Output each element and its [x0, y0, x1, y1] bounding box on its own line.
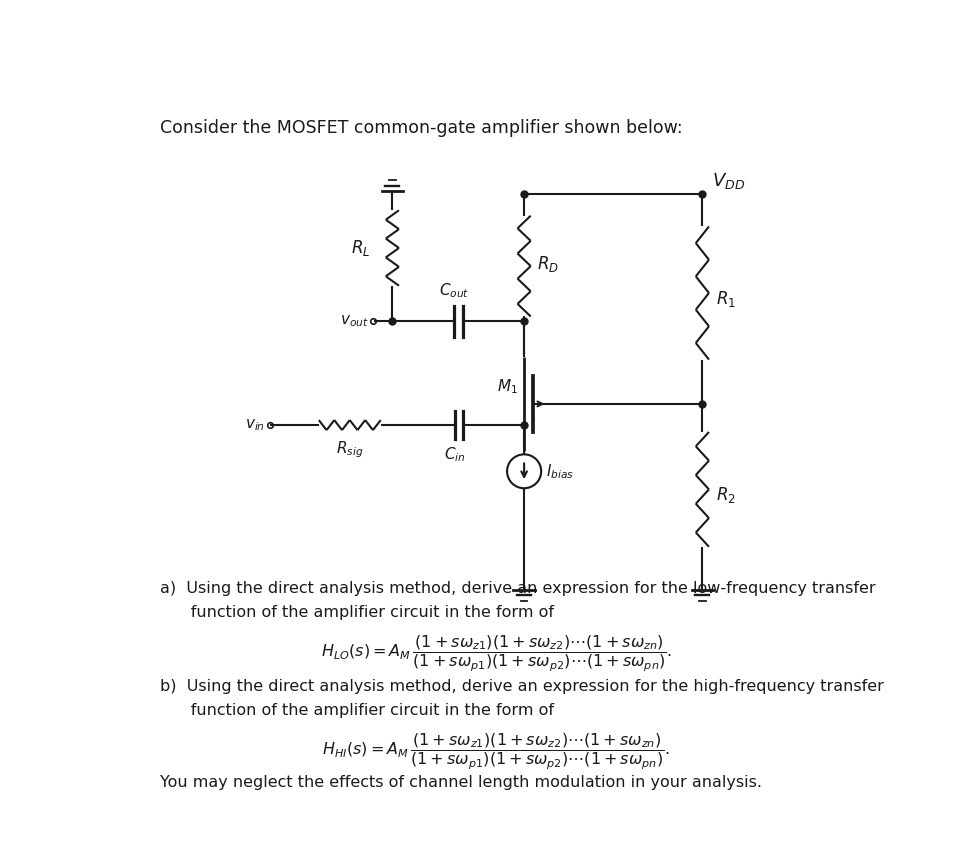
- Text: $R_1$: $R_1$: [715, 288, 735, 309]
- Text: $V_{DD}$: $V_{DD}$: [711, 171, 745, 191]
- Text: $v_{in}$: $v_{in}$: [245, 417, 266, 433]
- Text: $R_L$: $R_L$: [352, 238, 371, 258]
- Text: $C_{out}$: $C_{out}$: [439, 281, 470, 299]
- Text: $R_{sig}$: $R_{sig}$: [336, 439, 363, 459]
- Text: $H_{LO}(s) = A_M\,\dfrac{(1+s\omega_{z1})(1+s\omega_{z2})\cdots(1+s\omega_{zn})}: $H_{LO}(s) = A_M\,\dfrac{(1+s\omega_{z1}…: [321, 633, 672, 674]
- Text: function of the amplifier circuit in the form of: function of the amplifier circuit in the…: [160, 703, 554, 718]
- Text: $H_{HI}(s) = A_M\,\dfrac{(1+s\omega_{z1})(1+s\omega_{z2})\cdots(1+s\omega_{zn})}: $H_{HI}(s) = A_M\,\dfrac{(1+s\omega_{z1}…: [323, 732, 671, 772]
- Text: You may neglect the effects of channel length modulation in your analysis.: You may neglect the effects of channel l…: [160, 775, 762, 791]
- Text: function of the amplifier circuit in the form of: function of the amplifier circuit in the…: [160, 605, 554, 620]
- Text: $R_D$: $R_D$: [537, 254, 559, 274]
- Text: $v_{out}$: $v_{out}$: [340, 314, 369, 329]
- Text: a)  Using the direct analysis method, derive an expression for the low-frequency: a) Using the direct analysis method, der…: [160, 580, 876, 595]
- Text: $I_{bias}$: $I_{bias}$: [546, 462, 574, 481]
- Text: $M_1$: $M_1$: [497, 378, 517, 396]
- Text: b)  Using the direct analysis method, derive an expression for the high-frequenc: b) Using the direct analysis method, der…: [160, 680, 884, 694]
- Text: $C_{in}$: $C_{in}$: [445, 445, 466, 463]
- Text: $R_2$: $R_2$: [715, 485, 735, 505]
- Text: Consider the MOSFET common-gate amplifier shown below:: Consider the MOSFET common-gate amplifie…: [160, 119, 682, 136]
